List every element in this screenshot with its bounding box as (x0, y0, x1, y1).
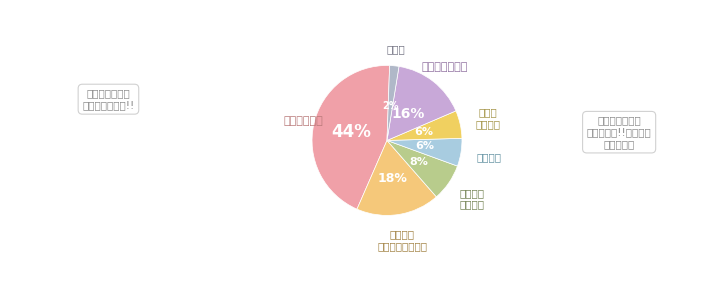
Text: その他: その他 (387, 44, 405, 54)
Text: 担当者が
あなたでよかった: 担当者が あなたでよかった (377, 230, 428, 251)
Wedge shape (387, 66, 456, 140)
Text: いたくなかった: いたくなかった (421, 61, 468, 72)
Text: ありがとうね: ありがとうね (283, 116, 323, 126)
Wedge shape (387, 140, 457, 197)
Text: 2%: 2% (382, 101, 399, 112)
Text: 8%: 8% (409, 157, 428, 167)
Text: 6%: 6% (415, 127, 433, 137)
Text: 16%: 16% (391, 106, 425, 121)
Text: 気持ちが
よかった: 気持ちが よかった (460, 188, 485, 210)
Wedge shape (387, 138, 462, 166)
Wedge shape (387, 111, 462, 140)
Text: 44%: 44% (331, 123, 372, 141)
Text: 優しいね: 優しいね (477, 152, 502, 162)
Text: 成長を見守って
もらえることも!!: 成長を見守って もらえることも!! (82, 88, 135, 110)
Wedge shape (357, 140, 436, 215)
Text: シンプルだけど
がんばろう!!と思える
言葉です。: シンプルだけど がんばろう!!と思える 言葉です。 (587, 116, 652, 149)
Text: 6%: 6% (415, 142, 434, 152)
Wedge shape (387, 65, 399, 140)
Text: 18%: 18% (378, 172, 408, 185)
Text: 上手に
なったね: 上手に なったね (475, 107, 500, 129)
Wedge shape (312, 65, 390, 209)
